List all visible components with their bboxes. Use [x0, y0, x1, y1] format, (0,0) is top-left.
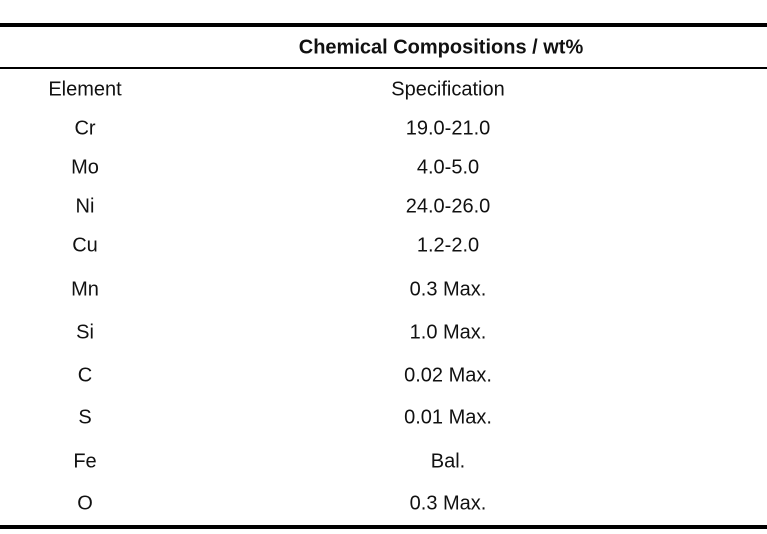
- table-title: Chemical Compositions / wt%: [298, 36, 584, 59]
- top-rule: [0, 23, 767, 27]
- element-cell: Mo: [71, 156, 99, 179]
- element-cell: Si: [76, 321, 94, 344]
- specification-cell: 0.02 Max.: [404, 364, 492, 387]
- element-cell: Ni: [75, 195, 95, 218]
- specification-cell: 19.0-21.0: [405, 117, 491, 140]
- specification-cell: 0.3 Max.: [409, 278, 487, 301]
- specification-cell: 0.01 Max.: [404, 406, 492, 429]
- element-cell: Cu: [72, 234, 98, 257]
- element-cell: O: [77, 492, 93, 515]
- header-rule: [0, 67, 767, 69]
- specification-cell: 24.0-26.0: [405, 195, 491, 218]
- specification-cell: 1.2-2.0: [416, 234, 480, 257]
- specification-cell: 4.0-5.0: [416, 156, 480, 179]
- specification-cell: 1.0 Max.: [409, 321, 487, 344]
- column-header: Element: [48, 78, 122, 101]
- bottom-rule: [0, 525, 767, 529]
- element-cell: Cr: [74, 117, 96, 140]
- column-header: Specification: [391, 78, 505, 101]
- specification-cell: Bal.: [430, 450, 466, 473]
- specification-cell: 0.3 Max.: [409, 492, 487, 515]
- element-cell: C: [77, 364, 93, 387]
- element-cell: Fe: [73, 450, 97, 473]
- element-cell: Mn: [71, 278, 99, 301]
- element-cell: S: [78, 406, 92, 429]
